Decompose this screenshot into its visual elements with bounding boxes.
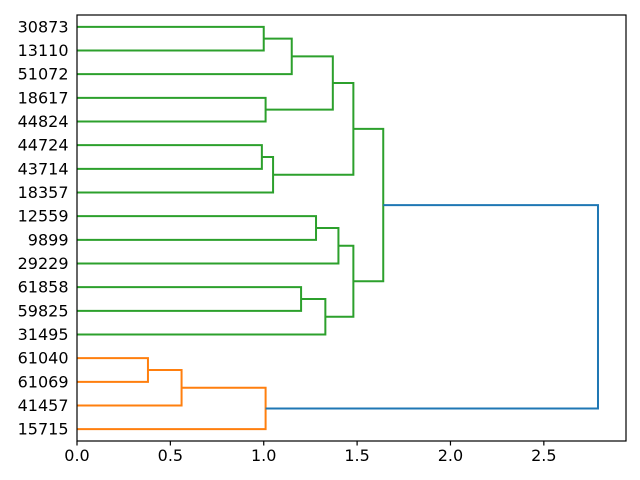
dendrogram-link <box>265 55 334 111</box>
leaf-label: 51072 <box>18 65 69 84</box>
plot-border <box>76 14 627 442</box>
dendrogram-link <box>325 244 355 318</box>
leaf-label: 44824 <box>18 112 69 131</box>
dendrogram-link <box>77 369 183 407</box>
dendrogram-links-layer <box>77 25 599 431</box>
leaf-label: 12559 <box>18 207 69 226</box>
leaf-label: 43714 <box>18 159 69 178</box>
x-tick-label: 2.5 <box>531 446 556 465</box>
x-tick-label: 1.0 <box>251 446 276 465</box>
leaf-label: 29229 <box>18 254 69 273</box>
x-tick-label: 1.5 <box>344 446 369 465</box>
dendrogram-link <box>77 215 318 241</box>
leaf-label: 44724 <box>18 136 69 155</box>
leaf-label: 59825 <box>18 301 69 320</box>
dendrogram-link <box>77 144 263 170</box>
leaf-label: 9899 <box>28 230 69 249</box>
x-tick-label: 0.5 <box>158 446 183 465</box>
leaf-label: 30873 <box>18 17 69 36</box>
dendrogram-link <box>77 298 327 336</box>
dendrogram-link <box>77 286 303 312</box>
dendrogram-link <box>77 156 275 194</box>
axis-labels-layer: 0.0 0.5 1.0 1.5 2.0 2.5 30873 13110 51072 18617 44… <box>18 17 557 465</box>
leaf-label: 61040 <box>18 349 69 368</box>
dendrogram-link <box>77 25 265 52</box>
leaf-label: 13110 <box>18 41 69 60</box>
dendrogram-link <box>77 386 267 431</box>
dendrogram-link <box>273 82 355 176</box>
dendrogram-link <box>265 204 599 410</box>
leaf-label: 18357 <box>18 183 69 202</box>
dendrogram-link <box>77 227 340 265</box>
dendrogram-link <box>77 357 149 383</box>
leaf-label: 61858 <box>18 278 69 297</box>
dendrogram-link <box>77 37 293 76</box>
dendrogram-link <box>77 96 267 123</box>
leaf-label: 31495 <box>18 325 69 344</box>
axes-layer <box>76 14 627 446</box>
leaf-label: 18617 <box>18 88 69 107</box>
dendrogram-link <box>353 127 385 283</box>
leaf-label: 61069 <box>18 372 69 391</box>
x-tick-label: 0.0 <box>64 446 89 465</box>
leaf-label: 41457 <box>18 396 69 415</box>
leaf-label: 15715 <box>18 420 69 439</box>
x-tick-label: 2.0 <box>438 446 463 465</box>
